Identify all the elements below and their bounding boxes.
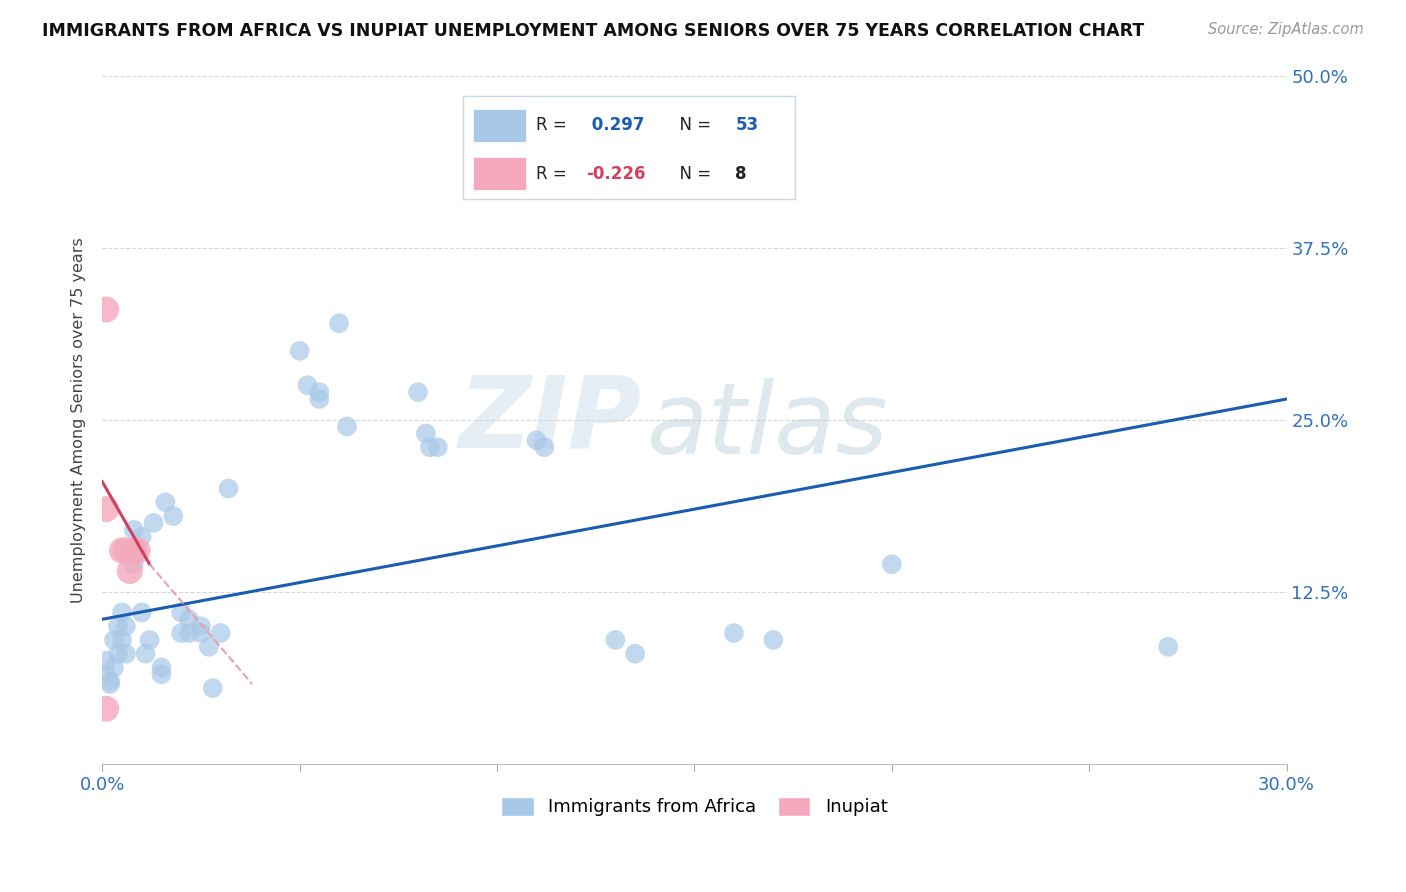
Point: [624, 647, 647, 661]
Point: [96, 654, 118, 668]
Point: [190, 619, 212, 633]
Point: [111, 632, 134, 647]
Point: [533, 440, 555, 454]
Point: [177, 612, 200, 626]
Point: [288, 343, 311, 358]
Point: [118, 564, 141, 578]
Point: [162, 509, 184, 524]
Point: [115, 543, 138, 558]
Point: [131, 530, 153, 544]
Point: [131, 606, 153, 620]
Point: [177, 626, 200, 640]
Point: [122, 523, 145, 537]
Point: [96, 302, 118, 317]
Point: [122, 543, 145, 558]
Point: [880, 558, 903, 572]
Point: [122, 558, 145, 572]
Point: [406, 385, 429, 400]
Point: [107, 647, 129, 661]
Point: [1157, 640, 1180, 654]
Point: [218, 482, 240, 496]
Point: [138, 632, 160, 647]
Point: [115, 647, 138, 661]
Point: [170, 626, 193, 640]
Point: [107, 619, 129, 633]
Text: Source: ZipAtlas.com: Source: ZipAtlas.com: [1208, 22, 1364, 37]
Point: [115, 619, 138, 633]
Point: [96, 667, 118, 681]
Point: [150, 660, 173, 674]
Point: [526, 434, 548, 448]
Point: [419, 440, 441, 454]
Point: [201, 681, 224, 695]
Point: [190, 626, 212, 640]
Point: [118, 543, 141, 558]
Point: [127, 543, 149, 558]
Point: [328, 316, 350, 330]
Point: [605, 632, 627, 647]
Point: [111, 543, 134, 558]
Point: [127, 543, 149, 558]
Text: ZIP: ZIP: [458, 371, 641, 468]
Point: [150, 667, 173, 681]
Legend: Immigrants from Africa, Inupiat: Immigrants from Africa, Inupiat: [494, 789, 894, 823]
Point: [308, 392, 330, 406]
Point: [96, 702, 118, 716]
Point: [98, 674, 121, 689]
Point: [762, 632, 785, 647]
Point: [209, 626, 232, 640]
Text: atlas: atlas: [647, 378, 889, 475]
Point: [103, 660, 125, 674]
Point: [98, 677, 121, 691]
Point: [426, 440, 449, 454]
Point: [723, 626, 745, 640]
Point: [103, 632, 125, 647]
Point: [135, 647, 157, 661]
Text: IMMIGRANTS FROM AFRICA VS INUPIAT UNEMPLOYMENT AMONG SENIORS OVER 75 YEARS CORRE: IMMIGRANTS FROM AFRICA VS INUPIAT UNEMPL…: [42, 22, 1144, 40]
Point: [96, 502, 118, 516]
Point: [198, 640, 221, 654]
Y-axis label: Unemployment Among Seniors over 75 years: Unemployment Among Seniors over 75 years: [72, 236, 86, 603]
Point: [415, 426, 437, 441]
Point: [336, 419, 359, 434]
Point: [111, 606, 134, 620]
Point: [297, 378, 319, 392]
Point: [142, 516, 165, 530]
Point: [155, 495, 177, 509]
Point: [170, 606, 193, 620]
Point: [308, 385, 330, 400]
